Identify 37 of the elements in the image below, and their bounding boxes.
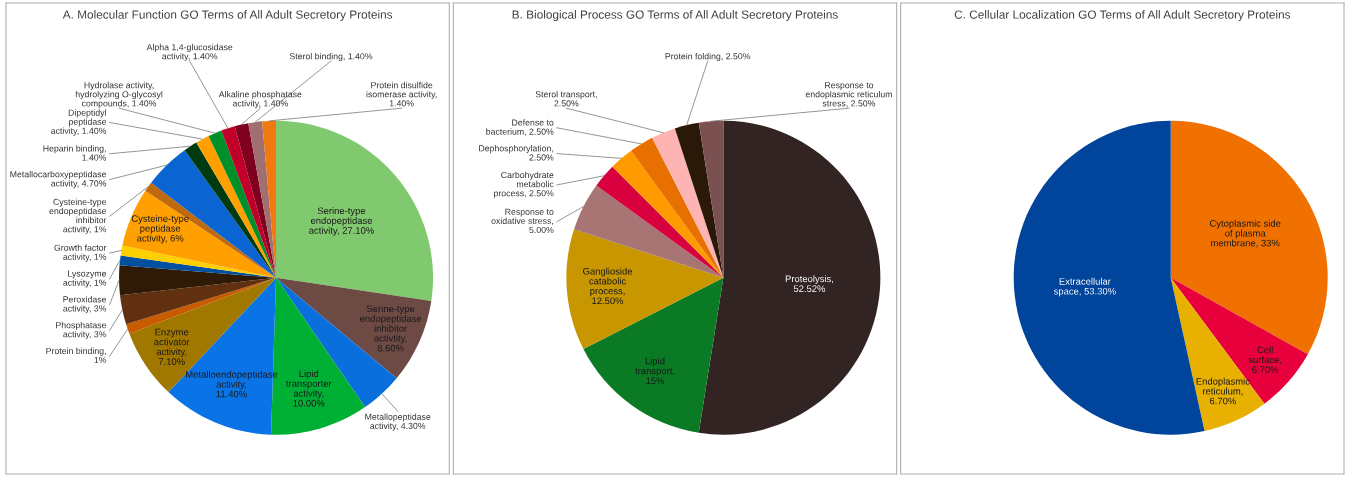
- slice-label: Protein disulfide isomerase activity, 1.40%: [366, 81, 437, 107]
- slice-label: Alpha 1,4-glucosidase activity, 1.40%: [146, 43, 233, 62]
- slice-label: Alkaline phosphatase activity, 1.40%: [218, 90, 302, 109]
- slice-label: Serine-type endopeptidase activity, 27.10%: [309, 207, 374, 236]
- slice-label: Endoplasmic reticulum, 6.70%: [1196, 377, 1250, 405]
- slice-label: Hydrolase activity, hydrolyzing O-glycosyl compounds, 1.40%: [75, 81, 163, 109]
- slice-label: Lipid transport, 15%: [635, 357, 675, 385]
- chart-title: B. Biological Process GO Terms of All Adult Secretory Proteins: [512, 10, 838, 22]
- slice-label: Dipeptidyl peptidase activity, 1.40%: [51, 109, 107, 136]
- slice-label: Growth factor activity, 1%: [54, 244, 107, 262]
- slice-label: Lysozyme activity, 1%: [63, 270, 107, 288]
- slice-label: Cytoplasmic side of plasma membrane, 33%: [1209, 219, 1281, 248]
- slice-label: Metallopeptidase activity, 4.30%: [365, 413, 431, 431]
- slice-label: Lipid transporter activity, 10.00%: [286, 370, 332, 407]
- slice-label: Cysteine-type endopeptidase inhibitor activity, 1%: [49, 198, 107, 235]
- chart-title: C. Cellular Localization GO Terms of All Adult Secretory Proteins: [954, 10, 1291, 22]
- chart-title: A. Molecular Function GO Terms of All Adult Secretory Proteins: [62, 10, 393, 22]
- slice-label: Ganglioside catabolic process, 12.50%: [583, 267, 633, 305]
- slice-label: Cysteine-type peptidase activity, 6%: [131, 214, 189, 244]
- slice-label: Heparin binding, 1.40%: [43, 145, 107, 161]
- slice-label: Enzyme activator activity, 7.10%: [154, 328, 190, 365]
- slice-label: Protein folding, 2.50%: [665, 52, 751, 62]
- slice-label: Response to oxidative stress, 5.00%: [491, 208, 554, 234]
- slice-label: Protein binding, 1%: [46, 347, 107, 364]
- slice-label: Carbohydrate metabolic process, 2.50%: [494, 171, 554, 199]
- slice-label: Sterol transport, 2.50%: [535, 90, 597, 107]
- slice-label: Serine-type endopeptidase inhibitor activtity, 8.60%: [360, 305, 422, 352]
- slice-label: Metallocarboxypeptidase activity, 4.70%: [10, 170, 107, 189]
- slice-label: Peroxidase activity, 3%: [63, 296, 107, 314]
- slice-label: Extracellular space, 53.30%: [1053, 277, 1116, 297]
- slice-label: Sterol binding, 1.40%: [289, 52, 373, 62]
- slice-label: Cell surface, 6.70%: [1248, 346, 1282, 373]
- slice-label: Response to endoplasmic reticulum stress, 2.50%: [805, 82, 892, 108]
- slice-label: Defense to bacterium, 2.50%: [486, 119, 554, 136]
- slice-label: Dephosphorylation, 2.50%: [479, 144, 554, 161]
- slice-label: Phosphatase activity, 3%: [56, 321, 107, 340]
- slice-label: Proteolysis, 52.52%: [785, 275, 834, 292]
